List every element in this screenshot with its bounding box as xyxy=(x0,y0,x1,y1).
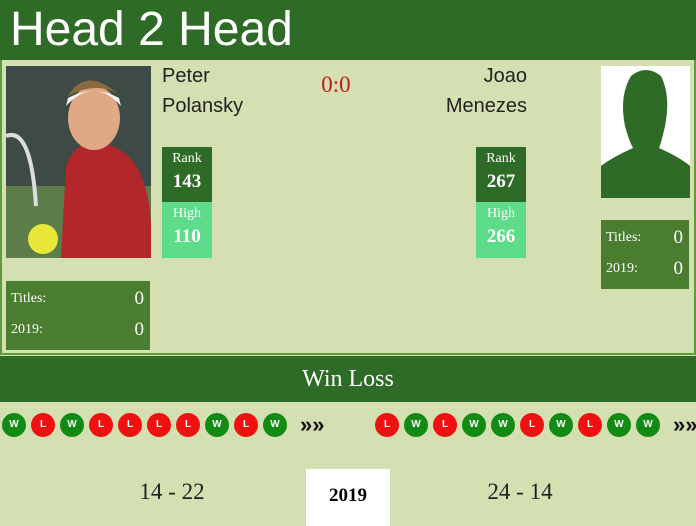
result-dot: W xyxy=(404,413,428,437)
result-dot: W xyxy=(607,413,631,437)
players-panel xyxy=(0,60,696,355)
rank: 143 xyxy=(172,171,202,192)
result-dot: L xyxy=(433,413,457,437)
record: 14 - 22 xyxy=(139,479,205,504)
titles: 0 xyxy=(673,227,684,248)
player-last-name: Menezes xyxy=(445,95,527,117)
section-title: Win Loss xyxy=(0,356,696,402)
year-titles: 0 xyxy=(673,258,684,279)
titles-label: Titles: xyxy=(606,230,642,245)
result-dot: W xyxy=(491,413,515,437)
high-label: High xyxy=(487,206,515,221)
titles-box: Titles: 0 2019: 0 xyxy=(6,281,150,350)
result-dot: W xyxy=(549,413,573,437)
player-first-name: Joao xyxy=(483,65,527,87)
result-dot: W xyxy=(205,413,229,437)
rank-label: Rank xyxy=(172,151,202,166)
year-titles: 0 xyxy=(134,319,145,340)
result-dot: L xyxy=(176,413,200,437)
result-dot: W xyxy=(60,413,84,437)
result-dot: L xyxy=(147,413,171,437)
high: 110 xyxy=(173,226,201,247)
result-dot: L xyxy=(31,413,55,437)
result-dot: W xyxy=(263,413,287,437)
rank: 267 xyxy=(486,171,516,192)
titles: 0 xyxy=(134,288,145,309)
result-dot: L xyxy=(234,413,258,437)
rank-box: Rank 267 xyxy=(476,147,526,202)
player-last-name: Polansky xyxy=(162,95,244,117)
high-label: High xyxy=(173,206,201,221)
more-link[interactable]: »» xyxy=(673,412,696,437)
titles-box: Titles: 0 2019: 0 xyxy=(601,220,689,289)
header: Head 2 Head xyxy=(0,0,696,60)
player-photo xyxy=(6,66,151,258)
year-label: 2019: xyxy=(11,322,43,337)
result-dot: W xyxy=(636,413,660,437)
score: 0:0 xyxy=(321,72,351,97)
year-label: 2019: xyxy=(606,261,638,276)
result-dot: L xyxy=(118,413,142,437)
result-dot: L xyxy=(89,413,113,437)
high-box: High 110 xyxy=(162,202,212,258)
result-dot: L xyxy=(520,413,544,437)
result-dot: L xyxy=(578,413,602,437)
record: 24 - 14 xyxy=(487,479,553,504)
rank-label: Rank xyxy=(486,151,516,166)
rank-box: Rank 143 xyxy=(162,147,212,202)
result-dot: L xyxy=(375,413,399,437)
player-silhouette xyxy=(601,66,690,198)
titles-label: Titles: xyxy=(11,291,47,306)
more-link[interactable]: »» xyxy=(300,412,325,437)
year: 2019 xyxy=(306,469,390,526)
high: 266 xyxy=(486,226,516,247)
result-dot: W xyxy=(462,413,486,437)
high-box: High 266 xyxy=(476,202,526,258)
result-dot: W xyxy=(2,413,26,437)
player-first-name: Peter xyxy=(162,65,210,87)
title: Head 2 Head xyxy=(10,3,293,56)
